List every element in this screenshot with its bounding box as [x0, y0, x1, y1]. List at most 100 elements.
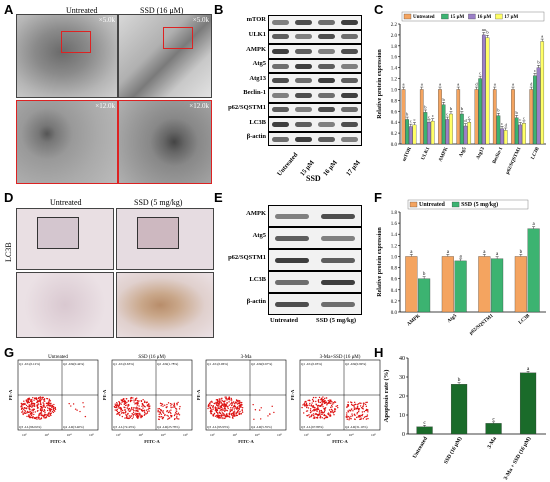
significance-label: c [479, 71, 481, 76]
bar [441, 256, 454, 313]
flow-event [158, 415, 160, 418]
flow-event [70, 405, 72, 407]
significance-label: b [461, 106, 464, 111]
flow-event [144, 400, 146, 402]
flow-event [316, 417, 319, 419]
flow-title: 3-Ma+SSD (16 μM) [320, 355, 361, 360]
flow-event [350, 418, 352, 420]
flow-event [134, 398, 137, 400]
flow-event [223, 407, 226, 409]
flow-event [352, 410, 354, 412]
flow-event [319, 405, 321, 407]
y-axis-label: Relative protein expression [377, 49, 383, 119]
bar [460, 113, 464, 145]
significance-label: c [468, 114, 470, 119]
y-tick-label: 0.0 [391, 143, 398, 148]
flow-event [138, 407, 141, 410]
flow-event [52, 409, 54, 411]
flow-event [172, 406, 174, 408]
flow-event [26, 415, 28, 418]
flow-event [68, 402, 70, 405]
flow-event [159, 402, 162, 405]
blot-band [341, 63, 358, 69]
flow-event [240, 401, 243, 404]
flow-event [138, 400, 140, 402]
significance-label: a [457, 82, 459, 87]
flow-event [137, 410, 139, 412]
category-label: LC3B [518, 313, 532, 325]
flow-event [54, 406, 56, 409]
flow-event [232, 401, 235, 403]
flow-event [312, 405, 315, 407]
flow-event [209, 410, 212, 413]
y-tick-label: 1.0 [391, 88, 398, 93]
flow-event [347, 405, 350, 407]
flow-event [317, 407, 319, 409]
flow-event [131, 417, 133, 420]
flow-event [40, 399, 42, 401]
y-axis-label: Relative protein expression [377, 227, 383, 297]
flow-event [133, 401, 135, 403]
flow-event [41, 407, 43, 409]
flow-event [157, 418, 160, 420]
flow-event [132, 411, 135, 414]
flow-event [324, 409, 326, 412]
bar [408, 126, 413, 145]
y-tick-label: 1.8 [391, 211, 398, 216]
flow-event [350, 401, 352, 403]
flow-event [163, 404, 166, 406]
blot-band [272, 121, 289, 127]
flow-event [52, 408, 55, 410]
flow-event [358, 409, 360, 411]
panel-d-col2-label: SSD (5 mg/kg) [134, 198, 183, 207]
flow-event [26, 402, 29, 404]
flow-xlabel: FITC-A [332, 439, 348, 444]
flow-event [313, 406, 315, 409]
flow-event [24, 407, 27, 409]
category-label: 3-Ma [487, 436, 499, 450]
legend-label: 16 μM [477, 15, 491, 20]
flow-event [159, 412, 162, 414]
flow-event [143, 401, 146, 404]
flow-event [49, 413, 51, 416]
flow-event [210, 404, 213, 407]
flow-event [211, 409, 213, 411]
flow-event [123, 412, 125, 414]
flow-event [131, 406, 133, 409]
bar [511, 89, 515, 145]
flow-event [321, 400, 323, 403]
flow-event [323, 401, 325, 403]
flow-event [234, 405, 237, 408]
flow-event [137, 414, 139, 416]
flow-event [49, 408, 52, 410]
legend-swatch [409, 201, 418, 208]
y-tick-label: 10 [399, 413, 405, 419]
flow-event [48, 401, 50, 404]
category-label: mTOR [402, 146, 413, 162]
panel-letter-e: E [214, 190, 223, 205]
flow-event [233, 410, 236, 412]
blot-band [272, 19, 289, 25]
flow-event [345, 414, 348, 416]
bar [503, 130, 508, 145]
flow-event [43, 398, 46, 400]
flow-event [360, 414, 362, 416]
flow-event [234, 415, 236, 417]
flow-event [21, 410, 24, 412]
flow-event [124, 404, 127, 407]
flow-event [273, 411, 275, 414]
bar [441, 104, 446, 145]
flow-event [308, 414, 310, 416]
flow-event [31, 409, 34, 411]
flow-event [318, 411, 321, 413]
blot-strip [268, 15, 362, 30]
flow-event [323, 412, 325, 414]
significance-label: c [534, 68, 536, 73]
blot-band [272, 48, 289, 54]
flow-event [337, 406, 339, 409]
flow-event [331, 410, 334, 412]
flow-event [311, 398, 314, 401]
ihc-ssd-high [116, 272, 214, 338]
flow-event [48, 411, 50, 414]
bar [401, 89, 406, 145]
